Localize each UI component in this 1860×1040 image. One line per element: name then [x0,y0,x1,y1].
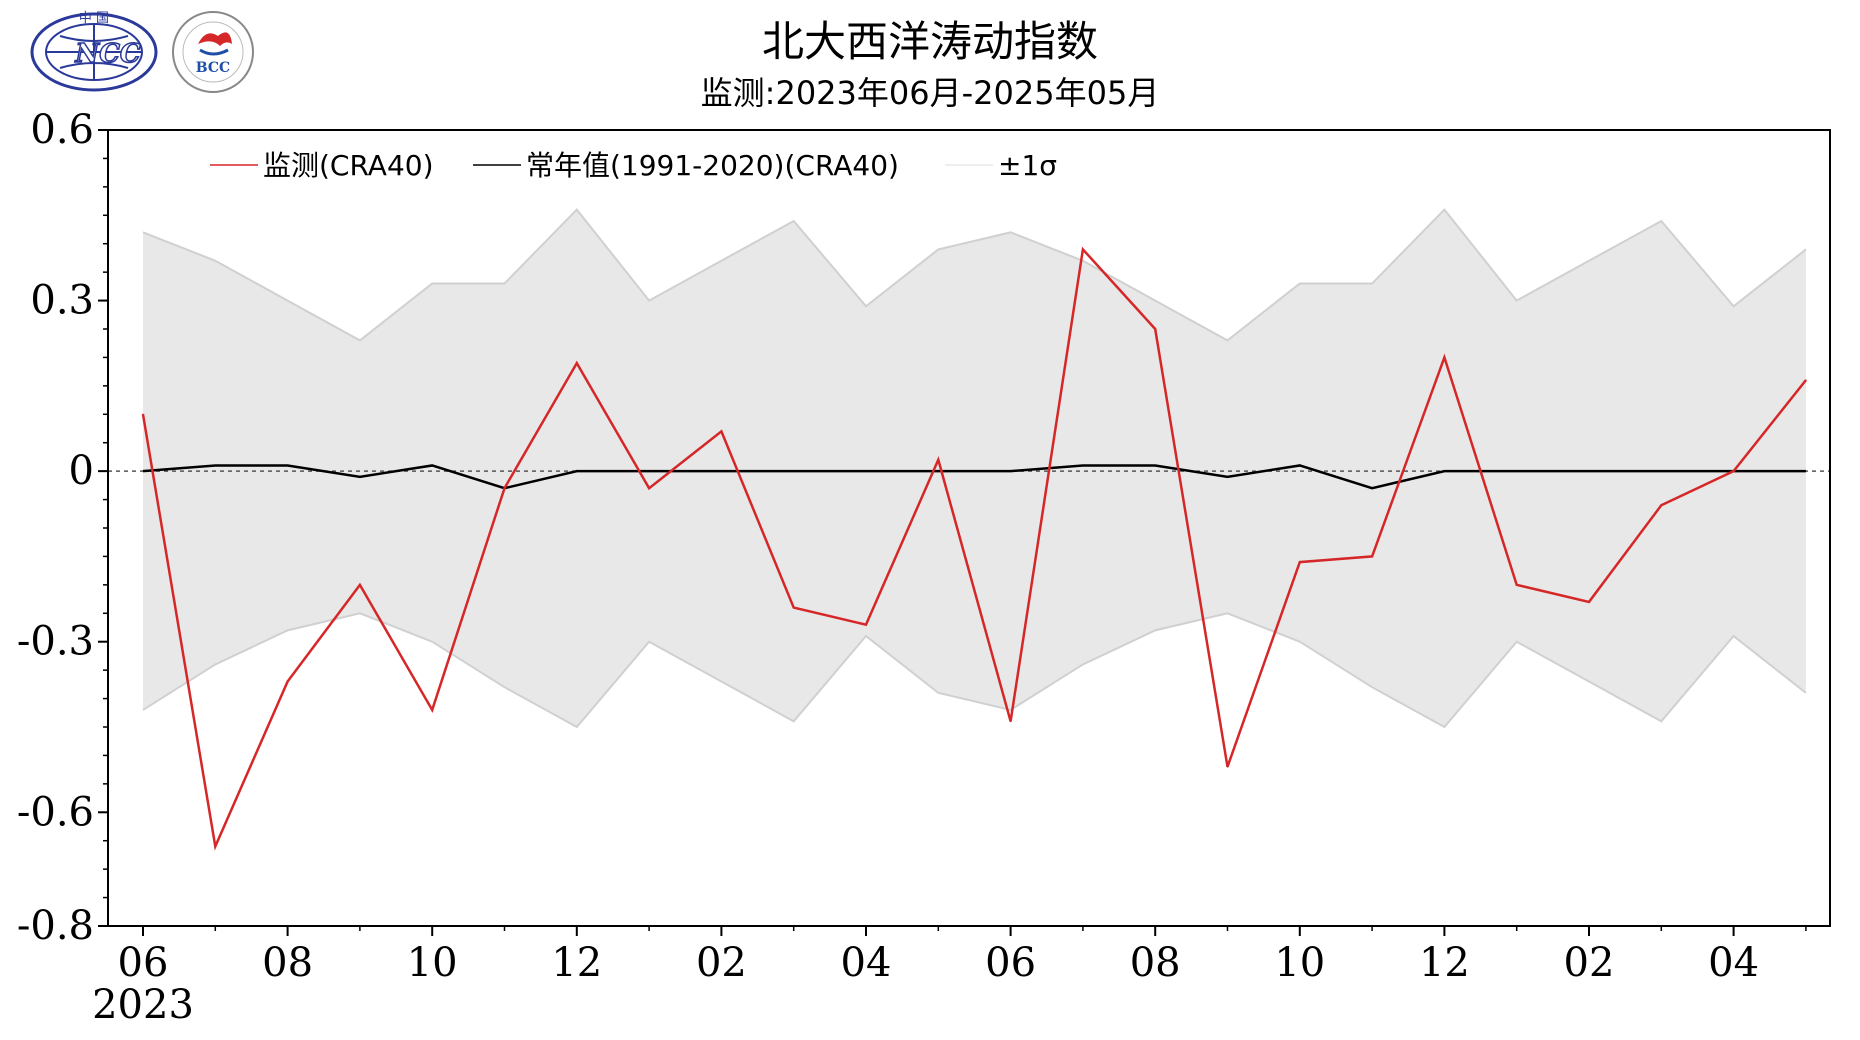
x-tick-label: 12 [551,940,602,986]
ncc-logo-top-text: 中 国 [79,11,109,26]
bcc-logo-wave [199,48,229,56]
x-tick-label: 06 [118,940,169,986]
y-tick-label: -0.6 [17,789,94,835]
monitor-point [1009,720,1012,723]
x-tick-label: 02 [696,940,747,986]
monitor-point [1226,766,1229,768]
x-tick-label: 08 [262,940,313,986]
y-tick-label: 0.3 [30,278,94,324]
monitor-point [1805,379,1807,381]
ncc-logo-gridlines [46,24,142,80]
x-tick-label: 02 [1564,940,1615,986]
x-tick-label: 04 [841,940,892,986]
bcc-logo: BCC [172,11,254,93]
chart-title: 北大西洋涛动指数 [761,17,1098,66]
x-tick-label: 10 [407,940,458,986]
x-tick-label: 10 [1274,940,1325,986]
bcc-logo-inner-ring [182,21,244,83]
monitor-point [865,623,867,626]
y-tick-label: -0.3 [17,619,94,665]
sigma-band [143,209,1806,728]
bcc-logo-text: BCC [196,60,230,76]
monitor-point [1299,561,1301,563]
normal-line [142,464,1806,490]
x-tick-label: 12 [1419,940,1470,986]
ncc-logo-ring [30,12,158,92]
y-tick-label: 0.6 [30,107,94,153]
sigma-band-upper-edge [142,208,1807,342]
monitor-point [937,458,940,461]
monitor-point [648,487,650,490]
ncc-logo-text: NCC [74,39,140,69]
monitor-point [720,430,723,433]
monitor-point [142,413,144,416]
chart-subtitle: 监测:2023年06月-2025年05月 [700,74,1160,112]
y-tick-label: 0 [69,448,94,494]
monitor-point [1371,555,1373,558]
monitor-point [286,680,289,683]
x-tick-label: 08 [1130,940,1181,986]
monitor-point [214,845,217,848]
y-tick-label: -0.8 [17,903,94,949]
monitor-point [431,709,434,711]
monitor-line [141,246,1807,851]
monitor-point [1588,601,1590,603]
bcc-logo-ring [172,11,254,93]
monitor-point [1082,248,1084,251]
plot-area: 0.6 0.3 0 -0.3 -0.6 -0.8 06 08 10 12 02 04 06 08 10 12 0… [17,107,1831,1028]
legend-band-label: ±1σ [998,149,1057,182]
monitor-point [1660,504,1663,507]
monitor-point [1732,470,1735,472]
monitor-point [792,606,795,609]
x-tick-label: 06 [985,940,1036,986]
x-tick-label: 04 [1708,940,1759,986]
monitor-point [1443,356,1446,359]
monitor-point [576,362,578,364]
monitor-point [359,584,361,586]
monitor-point [1515,584,1518,586]
monitor-point [503,487,506,490]
x-year-label: 2023 [92,982,194,1028]
monitor-point [1154,328,1156,330]
legend-monitor-label: 监测(CRA40) [263,149,434,182]
bcc-logo-cloud-red [198,32,232,46]
legend-normal-label: 常年值(1991-2020)(CRA40) [526,149,899,182]
sigma-band-lower-edge [142,612,1807,729]
ncc-logo: 中 国 NCC [30,11,158,92]
